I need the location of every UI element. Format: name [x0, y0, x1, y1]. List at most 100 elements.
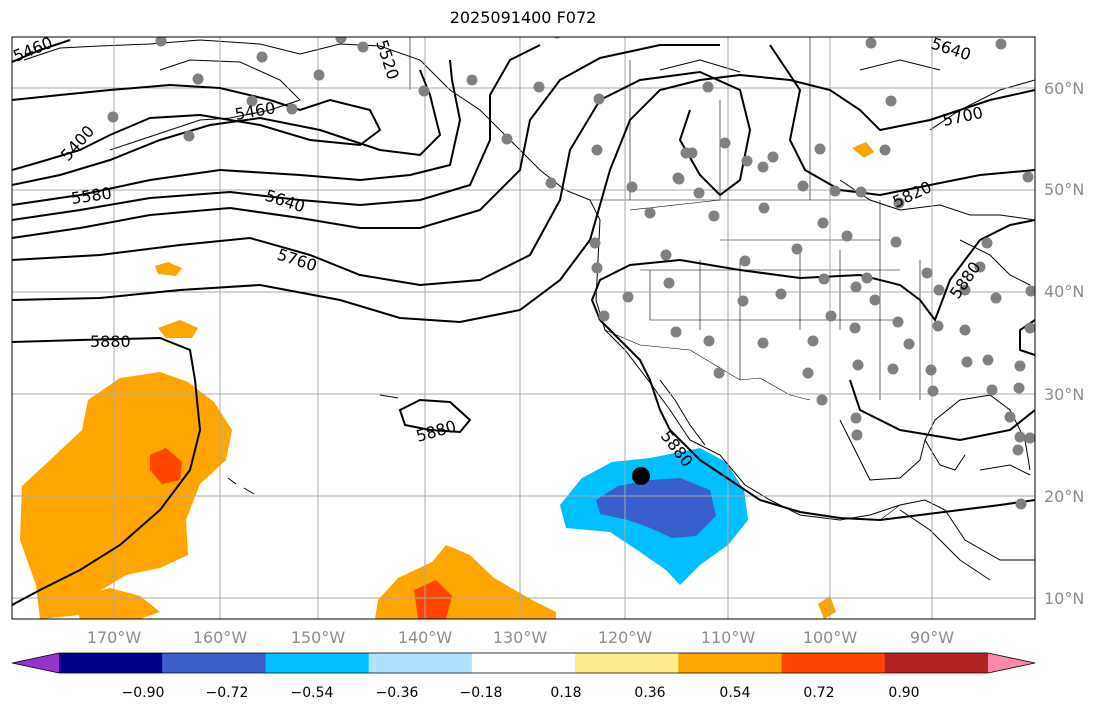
- contour-line: [12, 70, 752, 287]
- contour-line: [12, 73, 1035, 324]
- station-dot: [670, 326, 682, 338]
- station-dot: [925, 364, 937, 376]
- station-dot: [865, 37, 877, 49]
- station-dot: [183, 130, 195, 142]
- station-dot: [533, 81, 545, 93]
- station-dot: [982, 354, 994, 366]
- contour-label: 5760: [275, 245, 320, 276]
- contour-line: [12, 83, 382, 171]
- contour-line: [12, 69, 442, 186]
- colorbar-segment: [575, 653, 679, 673]
- lat-tick-label: 20°N: [1044, 487, 1084, 506]
- lon-tick-label: 140°W: [398, 628, 453, 647]
- lat-tick-label: 30°N: [1044, 385, 1084, 404]
- station-dot: [713, 367, 725, 379]
- station-dot: [850, 412, 862, 424]
- station-dot: [933, 284, 945, 296]
- station-dot: [818, 273, 830, 285]
- station-dot: [903, 338, 915, 350]
- station-dot: [825, 310, 837, 322]
- lat-tick-label: 60°N: [1044, 79, 1084, 98]
- contour-label: 5880: [414, 416, 458, 445]
- station-dot: [879, 144, 891, 156]
- station-dot: [797, 180, 809, 192]
- colorbar-segment: [368, 653, 473, 673]
- lon-tick-label: 170°W: [87, 628, 142, 647]
- colorbar-segment: [781, 653, 886, 673]
- colorbar-tick-label: 0.36: [634, 685, 665, 701]
- station-dot: [757, 337, 769, 349]
- station-dot: [852, 359, 864, 371]
- station-dot: [286, 103, 298, 115]
- colorbar-segment: [678, 653, 783, 673]
- station-dot: [589, 237, 601, 249]
- station-dot: [816, 394, 828, 406]
- station-dot: [758, 202, 770, 214]
- station-dot: [686, 147, 698, 159]
- colorbar-segment: [162, 653, 266, 673]
- positive-anomaly-south: [375, 545, 556, 619]
- contour-line: [12, 59, 462, 206]
- lon-tick-label: 130°W: [493, 628, 548, 647]
- map-title: 2025091400 F072: [449, 8, 597, 27]
- colorbar-tick-label: −0.36: [376, 685, 419, 701]
- station-dot: [775, 288, 787, 300]
- station-dot: [644, 207, 656, 219]
- negative-anomaly-baja-core: [596, 478, 716, 538]
- storm-center-marker: [632, 467, 650, 485]
- station-dot: [829, 185, 841, 197]
- colorbar-tick-label: −0.54: [291, 685, 334, 701]
- colorbar-ticks: −0.90 −0.72 −0.54 −0.36 −0.18 0.18 0.36 …: [122, 685, 920, 701]
- map-frame: [11, 36, 1036, 620]
- positive-anomaly-west-core: [150, 448, 182, 484]
- contour-line: [599, 319, 1035, 522]
- station-dot: [660, 249, 672, 261]
- colorbar-tick-label: 0.18: [550, 685, 581, 701]
- contour-line: [12, 44, 720, 239]
- contour-line: [398, 398, 472, 434]
- station-dot: [246, 95, 258, 107]
- political-borders: [409, 37, 921, 521]
- station-dot: [1022, 171, 1034, 183]
- station-dot: [598, 310, 610, 322]
- station-dot: [256, 51, 268, 63]
- contour-label: 5640: [929, 34, 974, 65]
- station-dot: [1014, 431, 1026, 443]
- colorbar-tick-label: 0.72: [803, 685, 834, 701]
- station-dot: [719, 137, 731, 149]
- station-dot: [155, 37, 167, 47]
- station-dot: [861, 272, 873, 284]
- station-dot: [737, 295, 749, 307]
- station-dot: [626, 181, 638, 193]
- station-dot: [702, 81, 714, 93]
- positive-anomaly-small-1: [158, 320, 198, 338]
- station-dot: [418, 85, 430, 97]
- station-dot: [791, 243, 803, 255]
- station-dot: [313, 69, 325, 81]
- lon-tick-label: 120°W: [598, 628, 653, 647]
- contour-line: [849, 379, 1035, 442]
- station-dot: [1014, 360, 1026, 372]
- station-dot: [703, 335, 715, 347]
- lat-tick-label: 40°N: [1044, 282, 1084, 301]
- lat-tick-label: 10°N: [1044, 589, 1084, 608]
- station-dot: [959, 284, 971, 296]
- station-dot: [663, 277, 675, 289]
- station-dot: [887, 363, 899, 375]
- anomaly-shading: [20, 142, 874, 619]
- station-dot: [986, 384, 998, 396]
- station-dot: [672, 172, 684, 184]
- station-dot: [849, 322, 861, 334]
- station-dot: [807, 335, 819, 347]
- colorbar-tick-label: −0.90: [122, 685, 165, 701]
- colorbar-segment: [265, 653, 370, 673]
- station-dot: [593, 93, 605, 105]
- station-dot: [693, 187, 705, 199]
- graticule: [12, 37, 1035, 619]
- lon-tick-label: 100°W: [803, 628, 858, 647]
- station-dot: [192, 73, 204, 85]
- positive-anomaly-east: [818, 596, 836, 619]
- latitude-ticks: 60°N 50°N 40°N 30°N 20°N 10°N: [1044, 79, 1084, 608]
- station-dot: [1025, 285, 1035, 297]
